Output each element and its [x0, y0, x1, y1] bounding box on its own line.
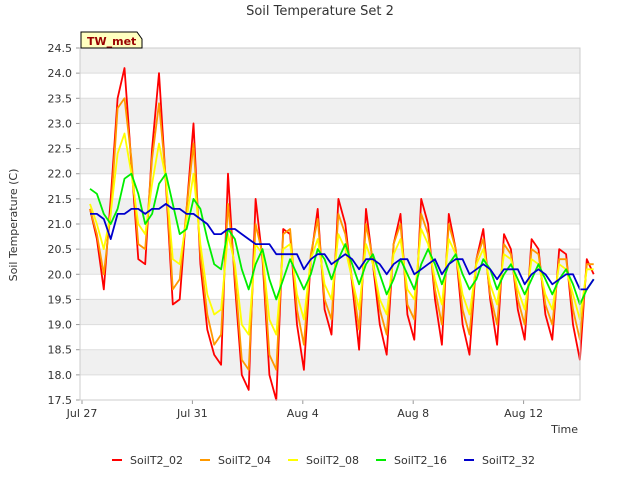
y-tick-label: 20.5 — [48, 243, 73, 256]
y-tick-label: 21.0 — [48, 218, 73, 231]
legend: SoilT2_02 SoilT2_04 SoilT2_08 SoilT2_16 Soil… — [112, 454, 535, 467]
legend-item: SoilT2_32 — [464, 454, 535, 467]
y-tick-label: 23.0 — [48, 117, 73, 130]
series-line-soilt2-02 — [89, 67, 595, 401]
y-tick-label: 22.5 — [48, 143, 73, 156]
y-axis-ticks: 17.5 18.0 18.5 19.0 19.5 20.0 20.5 21.0 21.5 22.0… — [48, 42, 80, 407]
station-label: TW_met — [80, 31, 143, 49]
plot-band — [80, 73, 580, 99]
legend-label: SoilT2_08 — [306, 454, 359, 467]
x-tick-label: Jul 31 — [176, 407, 208, 420]
legend-item: SoilT2_02 — [112, 454, 183, 467]
plot-band — [80, 173, 580, 199]
x-tick-label: Aug 8 — [397, 407, 429, 420]
y-tick-label: 24.5 — [48, 42, 73, 55]
station-label-box — [80, 31, 143, 49]
plot-band — [80, 374, 580, 400]
y-tick-label: 21.5 — [48, 193, 73, 206]
series-lines — [89, 67, 595, 401]
legend-item: SoilT2_04 — [200, 454, 271, 467]
series-line-soilt2-08 — [89, 132, 594, 336]
y-tick-label: 18.5 — [48, 344, 73, 357]
legend-item: SoilT2_08 — [288, 454, 359, 467]
plot-band — [80, 349, 580, 375]
y-tick-label: 20.0 — [48, 268, 73, 281]
y-tick-label: 22.0 — [48, 168, 73, 181]
y-tick-label: 18.0 — [48, 369, 73, 382]
chart-title: Soil Temperature Set 2 — [246, 4, 394, 19]
legend-label: SoilT2_02 — [130, 454, 183, 467]
x-tick-label: Jul 27 — [66, 407, 98, 420]
legend-item: SoilT2_16 — [376, 454, 447, 467]
x-tick-label: Aug 12 — [504, 407, 543, 420]
x-axis-ticks: Jul 27 Jul 31 Aug 4 Aug 8 Aug 12 — [66, 400, 543, 420]
plot-band — [80, 224, 580, 250]
plot-band — [80, 198, 580, 224]
y-tick-label: 24.0 — [48, 67, 73, 80]
legend-label: SoilT2_04 — [218, 454, 271, 467]
plot-band — [80, 299, 580, 325]
y-axis-label: Soil Temperature (C) — [7, 169, 20, 282]
station-label-text: TW_met — [87, 35, 136, 48]
series-line-soilt2-04 — [89, 97, 594, 371]
x-tick-label: Aug 4 — [287, 407, 319, 420]
plot-band — [80, 98, 580, 124]
x-axis-label: Time — [550, 423, 578, 436]
legend-label: SoilT2_16 — [394, 454, 447, 467]
y-tick-label: 17.5 — [48, 394, 73, 407]
series-line-soilt2-32 — [90, 203, 595, 291]
y-tick-label: 19.0 — [48, 319, 73, 332]
legend-label: SoilT2_32 — [482, 454, 535, 467]
y-tick-label: 19.5 — [48, 293, 73, 306]
plot-band — [80, 48, 580, 74]
y-tick-label: 23.5 — [48, 92, 73, 105]
plot-frame — [79, 47, 581, 401]
